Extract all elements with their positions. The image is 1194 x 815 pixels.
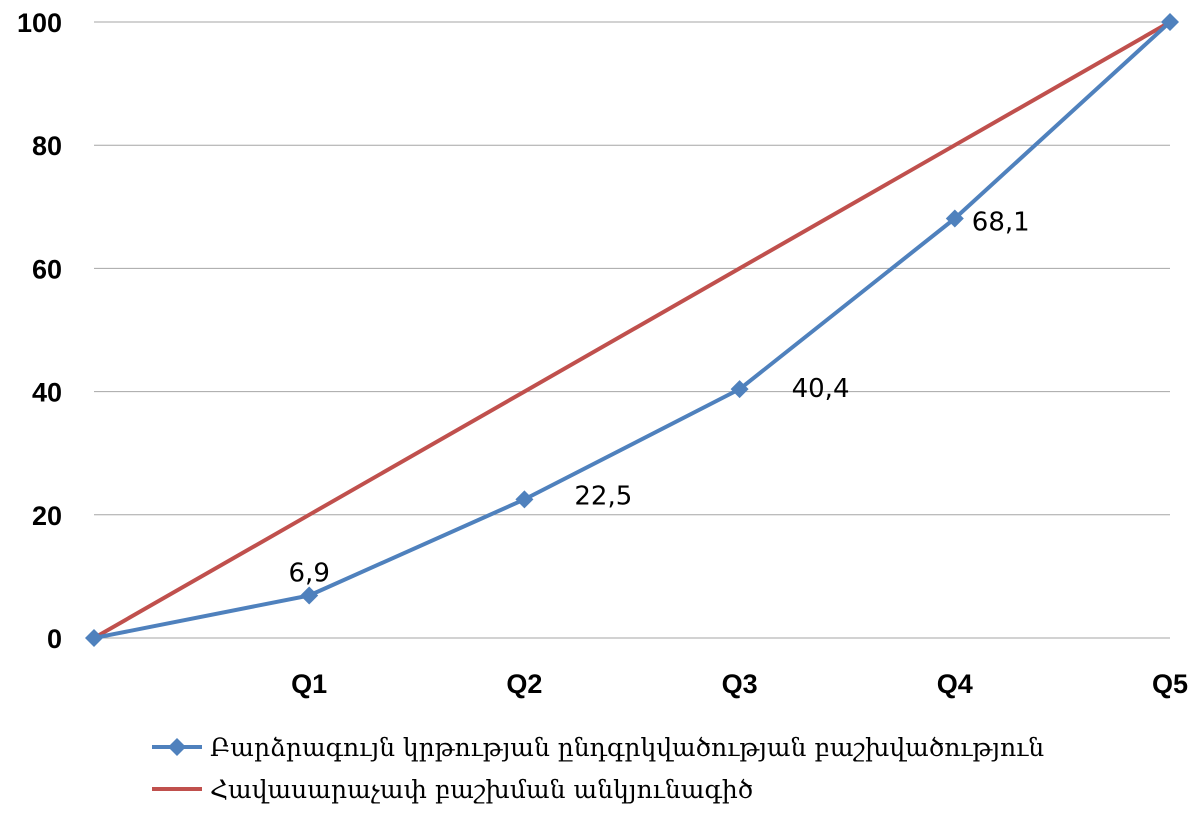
legend-label-0: Բարձրագույն կրթության ընդգրկվածության բա… <box>210 732 1045 762</box>
x-tick-label-Q4: Q4 <box>937 669 973 699</box>
y-tick-label-20: 20 <box>32 501 62 531</box>
legend-entry-1: Հավասարաչափ բաշխման անկյունագիծ <box>150 768 1044 810</box>
series-0-point-2 <box>515 490 534 509</box>
series-0-point-4 <box>945 209 964 228</box>
gridlines <box>94 21 1170 639</box>
y-tick-label-60: 60 <box>32 254 62 284</box>
series-0-point-3 <box>730 380 749 399</box>
series-0-point-0 <box>85 629 103 647</box>
series-0-point-5 <box>1161 13 1179 31</box>
data-label-3: 40,4 <box>792 374 850 404</box>
legend: Բարձրագույն կրթության ընդգրկվածության բա… <box>150 726 1044 810</box>
y-axis-ticks: 0 20 40 60 80 100 <box>17 8 62 654</box>
y-tick-label-80: 80 <box>32 131 62 161</box>
legend-label-1: Հավասարաչափ բաշխման անկյունագիծ <box>210 774 754 804</box>
y-tick-label-40: 40 <box>32 378 62 408</box>
x-tick-label-Q5: Q5 <box>1152 669 1188 699</box>
y-tick-label-100: 100 <box>17 8 62 38</box>
x-tick-label-Q1: Q1 <box>291 669 327 699</box>
x-axis-ticks: Q1 Q2 Q3 Q4 Q5 <box>291 669 1188 699</box>
legend-entry-0: Բարձրագույն կրթության ընդգրկվածության բա… <box>150 726 1044 768</box>
x-tick-label-Q2: Q2 <box>506 669 542 699</box>
data-label-1: 6,9 <box>289 558 330 588</box>
data-label-2: 22,5 <box>574 481 632 511</box>
series-line-1 <box>93 20 1171 640</box>
data-label-4: 68,1 <box>972 208 1030 238</box>
y-tick-label-0: 0 <box>47 624 62 654</box>
series-line-0 <box>93 20 1172 640</box>
series-0-point-1 <box>300 586 319 605</box>
x-tick-label-Q3: Q3 <box>722 669 758 699</box>
data-labels: 6,9 22,5 40,4 68,1 <box>289 208 1030 589</box>
legend-swatch-1 <box>150 774 204 804</box>
legend-swatch-0 <box>150 732 204 762</box>
series-lines <box>85 13 1179 647</box>
